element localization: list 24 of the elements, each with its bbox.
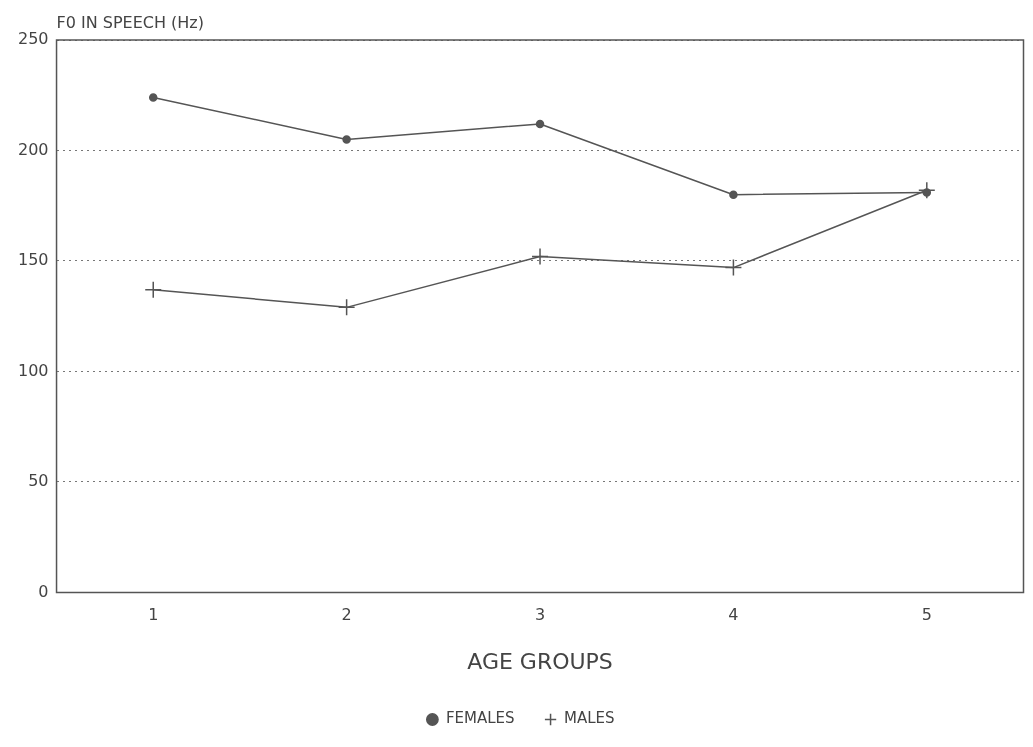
x-tick-label: 4 xyxy=(728,605,739,625)
y-tick-label: 100 xyxy=(17,360,49,380)
y-tick-label: 0 xyxy=(38,581,49,601)
x-tick-label: 5 xyxy=(921,605,932,625)
point xyxy=(144,280,162,299)
point xyxy=(148,93,158,102)
x-tick-label: 3 xyxy=(534,605,546,625)
legend-label: FEMALES xyxy=(445,709,515,728)
point xyxy=(342,135,351,144)
y-axis-title: F0 IN SPEECH (Hz) xyxy=(56,13,205,33)
legend-label: MALES xyxy=(564,709,615,728)
point xyxy=(337,298,356,317)
y-tick-label: 250 xyxy=(17,29,49,49)
point xyxy=(531,247,549,266)
point xyxy=(729,190,738,199)
point xyxy=(724,258,743,277)
y-tick-label: 200 xyxy=(17,139,49,159)
point xyxy=(535,119,545,129)
x-tick-label: 1 xyxy=(148,605,159,625)
x-tick-label: 2 xyxy=(341,605,352,625)
y-tick-label: 150 xyxy=(17,250,49,270)
x-axis-title: AGE GROUPS xyxy=(467,648,613,674)
point xyxy=(922,188,932,197)
y-tick-label: 50 xyxy=(28,471,49,491)
